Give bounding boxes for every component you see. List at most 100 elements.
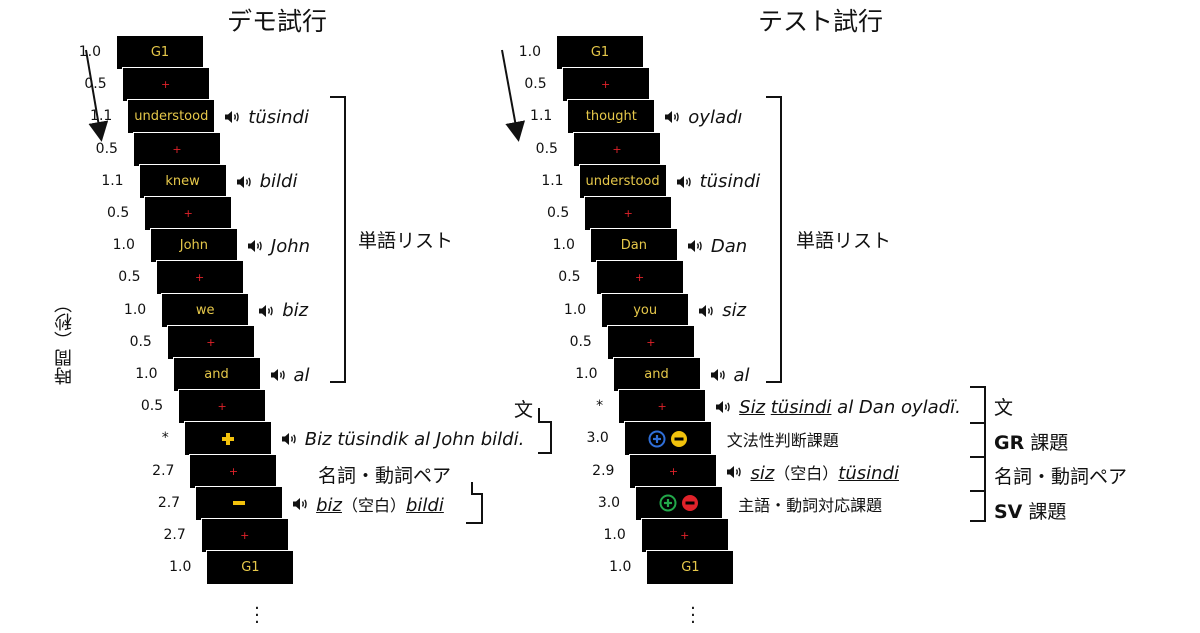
speaker-icon	[292, 497, 310, 511]
word-screen: thought	[567, 99, 656, 135]
yellow-plus-icon	[221, 432, 234, 445]
fixation-cross: +	[172, 142, 182, 156]
fixation-screen: +	[178, 389, 267, 425]
word-screen: you	[601, 292, 690, 328]
duration-label: 3.0	[586, 430, 609, 447]
duration-label: 1.0	[112, 237, 135, 254]
audio-text: biz（空白）bildi	[316, 492, 444, 516]
duration-label: 1.1	[530, 108, 553, 125]
fixation-screen: +	[629, 453, 718, 489]
word-screen: and	[612, 357, 701, 392]
red-minus-circle-icon	[681, 494, 699, 512]
gap-marker: （空白）	[774, 463, 839, 483]
fixation-screen: +	[121, 67, 210, 103]
noun-verb-pair-label-left: 名詞・動詞ペア	[318, 465, 452, 487]
screen-word: G1	[590, 45, 610, 60]
yellow-minus-icon	[233, 501, 246, 506]
word-screen: Dan	[589, 228, 678, 264]
fixation-cross: +	[646, 335, 656, 349]
speaker-icon	[676, 175, 694, 189]
duration-label: *	[161, 430, 169, 447]
audio-text: Dan	[710, 235, 748, 257]
duration-label: 0.5	[558, 269, 581, 286]
fixation-cross: +	[206, 335, 216, 349]
duration-label: *	[596, 398, 604, 415]
fixation-cross: +	[657, 400, 667, 414]
screen-word: understood	[134, 109, 209, 125]
duration-label: 1.0	[603, 527, 626, 543]
word-screen: knew	[138, 163, 227, 199]
duration-label: 1.0	[552, 237, 575, 254]
speaker-icon	[281, 432, 299, 446]
audio-text: bildi	[259, 171, 298, 193]
fixation-cross: +	[612, 142, 622, 156]
fixation-cross: +	[161, 78, 171, 92]
audio-stimulus: biz	[258, 300, 308, 322]
audio-text: Siz tüsindi al Dan oyladï.	[739, 397, 961, 418]
fixation-cross: +	[194, 271, 205, 285]
ungrammatical-feedback-screen	[195, 485, 284, 521]
audio-stimulus: biz（空白）bildi	[292, 492, 444, 516]
gap-marker: （空白）	[341, 495, 406, 515]
speaker-icon	[270, 368, 288, 382]
screen-word: G1	[681, 560, 700, 576]
audio-stimulus: tüsindi	[676, 171, 760, 193]
audio-stimulus: oyladı	[664, 106, 742, 128]
duration-label: 1.0	[135, 366, 158, 382]
continuation-dots-left: · · ·	[254, 598, 260, 633]
audio-text: tüsindi	[248, 106, 309, 128]
gr-task-label: GR 課題	[994, 428, 1068, 455]
screen-word: and	[644, 367, 669, 382]
screen-word: G1	[241, 560, 260, 576]
underlined-word: bildi	[405, 494, 444, 516]
screen-word: G1	[150, 45, 170, 60]
speaker-icon	[710, 368, 728, 382]
duration-label: 1.0	[563, 301, 587, 318]
task-instruction: 主語・動詞対応課題	[738, 493, 882, 515]
blue-plus-circle-icon	[648, 430, 666, 448]
audio-stimulus: Siz tüsindi al Dan oyladï.	[715, 396, 961, 418]
task-instruction: 文法性判断課題	[727, 428, 839, 450]
duration-label: 1.0	[78, 44, 101, 60]
duration-label: 0.5	[524, 76, 547, 93]
word-screen: and	[172, 357, 261, 392]
screen-word: Dan	[620, 238, 647, 254]
speaker-icon	[247, 239, 265, 253]
sv-task-label: SV 課題	[994, 497, 1066, 524]
audio-stimulus: bildi	[236, 171, 298, 193]
speaker-icon	[687, 239, 705, 253]
audio-text: biz	[282, 300, 309, 322]
duration-label: 2.9	[592, 462, 615, 479]
word-list-label-left: 単語リスト	[358, 230, 454, 252]
screen-word: understood	[585, 173, 660, 189]
fixation-screen: +	[595, 260, 684, 296]
sv-abbrev: SV	[994, 501, 1023, 523]
word-screen: John	[149, 228, 238, 264]
audio-stimulus: Dan	[687, 235, 747, 257]
duration-label: 1.1	[90, 108, 113, 125]
fixation-screen: +	[584, 196, 673, 231]
fixation-screen: +	[132, 131, 221, 167]
noun-verb-pair-label-right: 名詞・動詞ペア	[994, 466, 1128, 488]
sentence-label-right: 文	[994, 397, 1014, 419]
underlined-word: Siz	[739, 396, 766, 418]
fixation-cross: +	[240, 529, 250, 542]
duration-label: 2.7	[157, 494, 181, 511]
fixation-screen: +	[189, 453, 278, 489]
audio-text: oyladı	[688, 106, 743, 128]
screen-word: and	[204, 367, 229, 382]
speaker-icon	[715, 400, 733, 414]
duration-label: 0.5	[569, 333, 592, 350]
sentence-rest: al Dan oyladï.	[837, 396, 961, 418]
duration-label: 3.0	[597, 494, 621, 511]
duration-label: 0.5	[95, 140, 118, 157]
task-name: 文法性判断課題	[726, 431, 839, 451]
speaker-icon	[726, 465, 744, 479]
gr-task-suffix: 課題	[1024, 432, 1069, 454]
screen-word: John	[179, 238, 209, 254]
word-screen: G1	[116, 35, 204, 70]
grammatical-feedback-screen	[183, 421, 272, 457]
task-name: 主語・動詞対応課題	[738, 495, 883, 515]
green-plus-circle-icon	[659, 494, 677, 512]
